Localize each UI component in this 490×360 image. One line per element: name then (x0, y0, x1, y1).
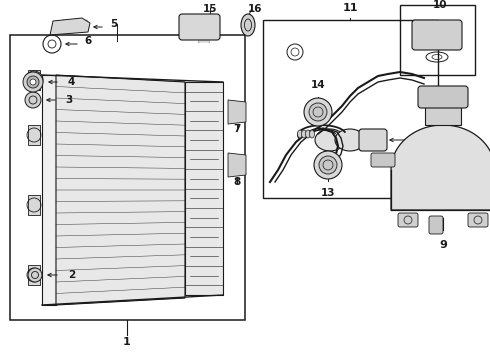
Polygon shape (56, 75, 185, 305)
Ellipse shape (297, 130, 302, 138)
Ellipse shape (315, 129, 345, 151)
Circle shape (319, 156, 337, 174)
Polygon shape (199, 37, 209, 40)
Polygon shape (209, 25, 214, 35)
Polygon shape (228, 153, 246, 177)
FancyBboxPatch shape (429, 216, 443, 234)
Polygon shape (199, 41, 209, 42)
Polygon shape (211, 24, 215, 35)
Bar (28, 70, 40, 90)
Bar (28, 265, 40, 285)
Polygon shape (208, 26, 214, 35)
Text: 5: 5 (110, 19, 117, 29)
Polygon shape (199, 40, 209, 41)
Polygon shape (200, 35, 210, 40)
Polygon shape (228, 100, 246, 124)
Bar (10, 35, 245, 320)
Polygon shape (201, 32, 210, 38)
Bar (328, 133, 356, 147)
Polygon shape (199, 36, 209, 40)
Bar (28, 195, 40, 215)
Text: 15: 15 (203, 4, 217, 14)
Text: 11: 11 (342, 3, 358, 13)
Polygon shape (210, 25, 215, 35)
Text: 10: 10 (433, 0, 447, 10)
FancyBboxPatch shape (418, 86, 468, 108)
Text: 2: 2 (68, 270, 75, 280)
Polygon shape (214, 24, 216, 34)
Text: 8: 8 (233, 177, 241, 187)
FancyBboxPatch shape (371, 153, 395, 167)
Circle shape (23, 72, 43, 92)
Text: 9: 9 (439, 240, 447, 250)
Polygon shape (206, 27, 213, 36)
Text: 6: 6 (84, 36, 91, 46)
FancyBboxPatch shape (359, 129, 387, 151)
Polygon shape (201, 33, 210, 39)
Text: 14: 14 (311, 80, 325, 90)
Polygon shape (216, 24, 217, 34)
Circle shape (27, 76, 39, 88)
Text: 13: 13 (321, 188, 335, 198)
Circle shape (304, 98, 332, 126)
Ellipse shape (305, 130, 311, 138)
Ellipse shape (310, 130, 315, 138)
Ellipse shape (301, 130, 307, 138)
Bar (185, 82, 223, 295)
Circle shape (28, 268, 42, 282)
Polygon shape (202, 31, 211, 37)
FancyBboxPatch shape (468, 213, 488, 227)
Circle shape (309, 103, 327, 121)
Polygon shape (199, 39, 209, 41)
Circle shape (314, 151, 342, 179)
FancyBboxPatch shape (179, 14, 220, 40)
Polygon shape (391, 125, 490, 210)
Circle shape (25, 71, 43, 89)
Bar (400, 5, 475, 75)
Polygon shape (203, 29, 211, 37)
Polygon shape (205, 28, 212, 36)
Circle shape (25, 92, 41, 108)
Bar (263, 20, 438, 198)
Polygon shape (203, 30, 211, 37)
Text: 12: 12 (412, 132, 426, 142)
Polygon shape (204, 28, 212, 36)
Polygon shape (50, 18, 90, 35)
Text: 3: 3 (65, 95, 72, 105)
Ellipse shape (241, 14, 255, 36)
Text: 4: 4 (67, 77, 74, 87)
Polygon shape (200, 34, 210, 39)
Bar (425, 105, 461, 125)
Bar (42, 75, 56, 305)
Polygon shape (207, 26, 213, 35)
Text: 1: 1 (123, 337, 131, 347)
Text: 16: 16 (248, 4, 262, 14)
FancyBboxPatch shape (398, 213, 418, 227)
Circle shape (30, 79, 36, 85)
Ellipse shape (335, 129, 365, 151)
Polygon shape (212, 24, 216, 34)
Text: 7: 7 (233, 124, 241, 134)
FancyBboxPatch shape (412, 20, 462, 50)
Polygon shape (215, 24, 217, 34)
Bar (28, 125, 40, 145)
